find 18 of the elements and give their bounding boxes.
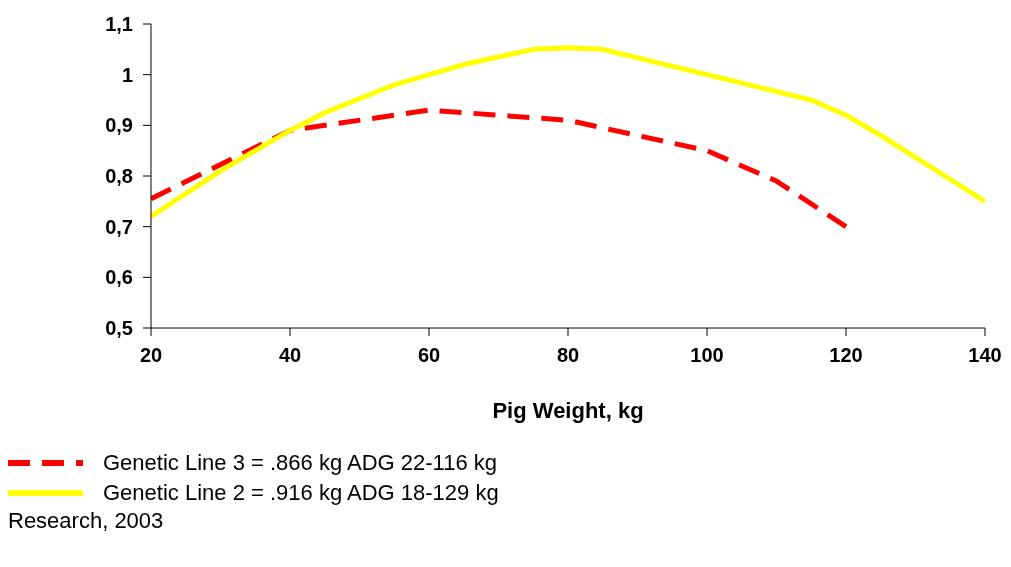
legend-label: Genetic Line 3 = .866 kg ADG 22-116 kg [103,450,498,476]
x-tick-label: 100 [690,344,724,367]
x-tick-label: 140 [968,344,1002,367]
x-tick-label: 40 [278,344,302,367]
y-tick-label: 0,7 [105,215,133,238]
y-tick-label: 0,9 [105,114,133,137]
text: Research, 2003 [8,508,165,534]
y-tick-label: 1,1 [105,13,133,36]
y-tick-label: 1 [121,63,133,86]
y-tick-label: 0,5 [105,317,133,340]
x-tick-label: 80 [556,344,580,367]
x-axis-title: Pig Weight, kg [492,398,644,423]
x-tick-label: 120 [829,344,863,367]
x-tick-label: 60 [417,344,441,367]
x-tick-label: 20 [139,344,163,367]
y-tick-label: 0,6 [105,266,133,289]
legend-label: Genetic Line 2 = .916 kg ADG 18-129 kg [103,480,499,506]
y-tick-label: 0,8 [105,165,133,188]
